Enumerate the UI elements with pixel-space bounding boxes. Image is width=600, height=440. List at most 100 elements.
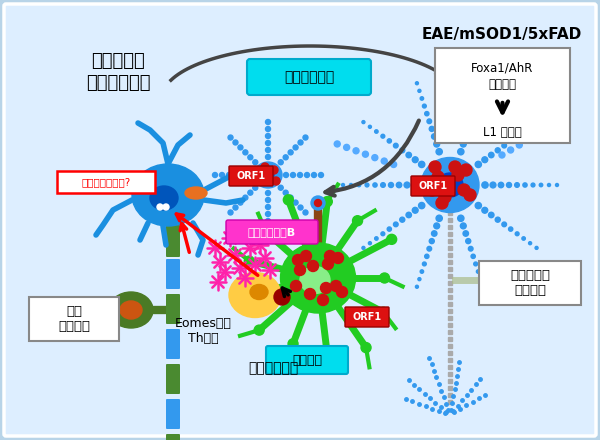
Text: 細胞周期: 細胞周期 — [488, 77, 517, 91]
Circle shape — [502, 222, 506, 227]
Circle shape — [387, 227, 391, 231]
Circle shape — [458, 215, 464, 221]
Circle shape — [301, 250, 311, 261]
Circle shape — [427, 119, 431, 124]
Circle shape — [394, 143, 398, 148]
Ellipse shape — [250, 285, 268, 300]
Circle shape — [265, 147, 271, 153]
Circle shape — [311, 196, 325, 210]
Circle shape — [436, 149, 442, 155]
Circle shape — [539, 183, 543, 187]
Circle shape — [422, 262, 426, 266]
Circle shape — [476, 270, 480, 273]
Circle shape — [434, 223, 440, 229]
Circle shape — [368, 242, 371, 245]
Circle shape — [253, 185, 258, 190]
Circle shape — [380, 183, 385, 187]
Ellipse shape — [120, 301, 142, 319]
Circle shape — [322, 197, 332, 206]
Circle shape — [238, 200, 243, 205]
Circle shape — [337, 286, 347, 297]
Circle shape — [325, 250, 335, 261]
FancyBboxPatch shape — [166, 225, 180, 257]
Circle shape — [270, 166, 278, 174]
Circle shape — [404, 182, 410, 188]
Circle shape — [272, 177, 280, 185]
Circle shape — [495, 217, 500, 222]
Circle shape — [261, 227, 271, 237]
Circle shape — [298, 140, 303, 145]
Circle shape — [460, 164, 472, 176]
FancyBboxPatch shape — [229, 166, 273, 186]
Circle shape — [293, 254, 304, 265]
Ellipse shape — [281, 243, 355, 313]
Circle shape — [432, 171, 444, 183]
Text: グランザイムB: グランザイムB — [248, 227, 296, 237]
FancyBboxPatch shape — [479, 261, 581, 305]
Circle shape — [482, 82, 485, 85]
Circle shape — [406, 152, 412, 158]
Circle shape — [365, 183, 369, 187]
Circle shape — [374, 130, 378, 133]
Circle shape — [502, 87, 508, 93]
Circle shape — [261, 163, 269, 171]
Circle shape — [420, 270, 424, 273]
Circle shape — [274, 289, 290, 305]
Circle shape — [492, 104, 498, 110]
Circle shape — [283, 155, 288, 160]
Text: ミトコンドリア?: ミトコンドリア? — [82, 177, 131, 187]
Circle shape — [381, 134, 385, 138]
Circle shape — [487, 113, 493, 119]
Ellipse shape — [109, 292, 153, 328]
Ellipse shape — [229, 272, 281, 318]
Circle shape — [420, 97, 424, 100]
Circle shape — [265, 191, 271, 195]
Circle shape — [535, 121, 538, 124]
Circle shape — [431, 134, 437, 139]
Circle shape — [469, 246, 473, 251]
Circle shape — [452, 169, 464, 181]
Ellipse shape — [421, 158, 479, 213]
FancyBboxPatch shape — [247, 59, 371, 95]
Circle shape — [374, 237, 378, 240]
Circle shape — [298, 172, 302, 177]
Circle shape — [475, 161, 481, 168]
Circle shape — [531, 183, 535, 187]
Circle shape — [507, 78, 513, 84]
Circle shape — [429, 238, 434, 244]
Circle shape — [471, 254, 475, 258]
Circle shape — [290, 172, 296, 177]
Circle shape — [469, 119, 473, 124]
Circle shape — [422, 104, 426, 108]
Circle shape — [248, 172, 253, 177]
Circle shape — [482, 157, 488, 163]
Circle shape — [509, 139, 513, 143]
Circle shape — [284, 172, 289, 177]
Circle shape — [515, 134, 519, 138]
Circle shape — [434, 141, 440, 147]
Ellipse shape — [132, 164, 204, 226]
Circle shape — [515, 183, 520, 187]
Text: ORF1: ORF1 — [352, 312, 382, 322]
Circle shape — [233, 205, 238, 210]
Circle shape — [265, 219, 271, 224]
Circle shape — [283, 190, 288, 195]
Circle shape — [265, 212, 271, 216]
Circle shape — [499, 152, 505, 158]
Circle shape — [529, 125, 532, 128]
Circle shape — [502, 143, 506, 148]
Circle shape — [522, 130, 526, 133]
Circle shape — [415, 285, 418, 288]
Circle shape — [477, 130, 483, 136]
Text: L1 脱抑制: L1 脱抑制 — [483, 125, 522, 139]
Circle shape — [303, 210, 308, 215]
Circle shape — [391, 161, 397, 168]
Circle shape — [425, 112, 429, 116]
Circle shape — [381, 232, 385, 236]
Circle shape — [509, 227, 513, 231]
Circle shape — [288, 339, 298, 349]
Circle shape — [379, 307, 388, 317]
Circle shape — [466, 238, 471, 244]
Circle shape — [254, 325, 264, 335]
Circle shape — [305, 289, 316, 300]
